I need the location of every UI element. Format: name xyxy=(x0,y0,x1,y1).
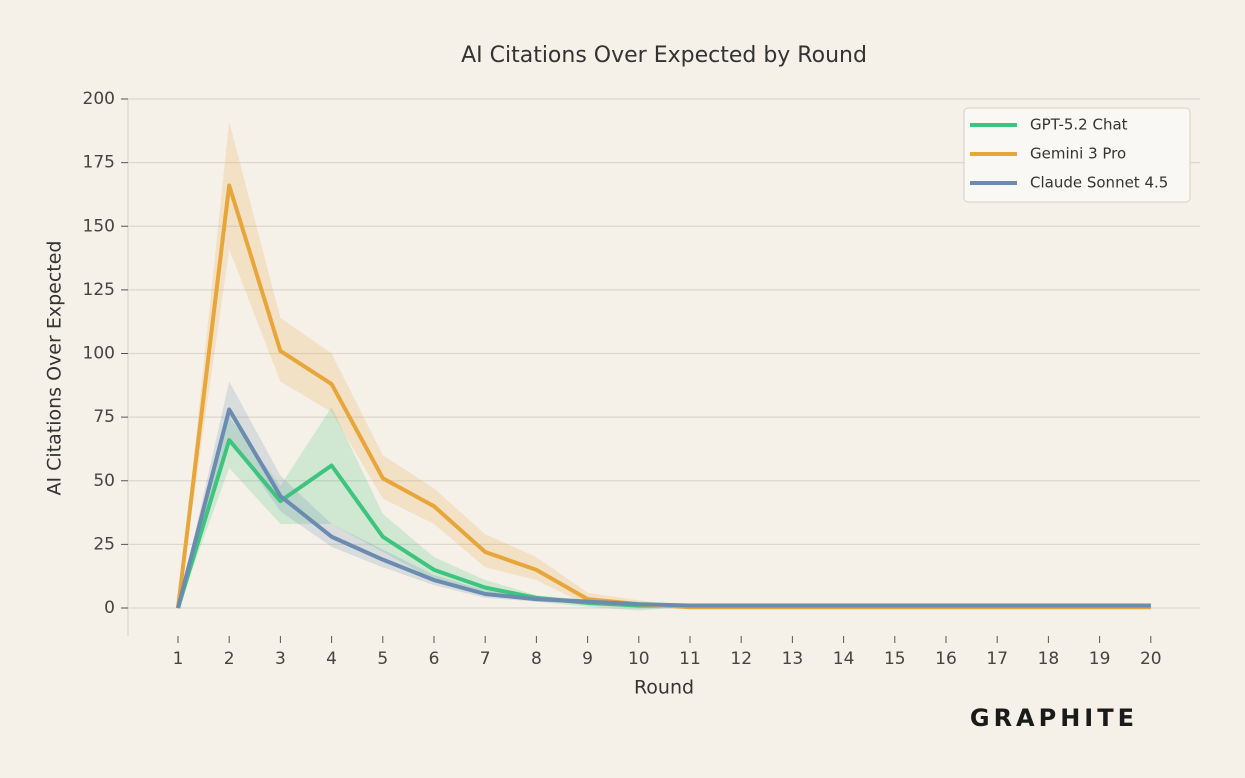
x-tick-label: 12 xyxy=(730,649,752,669)
x-tick-label: 18 xyxy=(1038,649,1060,669)
confidence-band xyxy=(331,524,383,568)
legend-box xyxy=(963,107,1191,203)
confidence-band xyxy=(331,353,383,499)
y-tick-label: 200 xyxy=(83,89,115,109)
x-tick-label: 15 xyxy=(884,649,906,669)
y-tick-label: 125 xyxy=(83,280,115,300)
legend: GPT-5.2 Chat Gemini 3 Pro Claude Sonnet 4.… xyxy=(963,107,1191,203)
confidence-band xyxy=(382,455,434,525)
x-tick-label: 13 xyxy=(782,649,804,669)
confidence-band xyxy=(280,317,332,413)
x-tick-label: 11 xyxy=(679,649,701,669)
legend-label: Claude Sonnet 4.5 xyxy=(1030,174,1168,192)
x-tick-label: 8 xyxy=(531,649,542,669)
confidence-band xyxy=(229,121,281,382)
confidence-band xyxy=(485,534,537,581)
y-tick-label: 100 xyxy=(83,344,115,364)
x-tick-label: 3 xyxy=(275,649,286,669)
x-tick-label: 10 xyxy=(628,649,650,669)
confidence-band xyxy=(434,557,486,596)
x-tick-label: 2 xyxy=(224,649,235,669)
x-tick-label: 7 xyxy=(480,649,491,669)
y-tick-label: 150 xyxy=(83,216,115,236)
y-axis-label: AI Citations Over Expected xyxy=(44,241,66,496)
x-tick-label: 9 xyxy=(582,649,593,669)
x-tick-label: 4 xyxy=(326,649,337,669)
x-tick-label: 20 xyxy=(1140,649,1162,669)
x-axis-label: Round xyxy=(634,677,694,699)
y-tick-label: 75 xyxy=(93,407,115,427)
x-tick-label: 1 xyxy=(173,649,184,669)
x-tick-label: 5 xyxy=(377,649,388,669)
y-tick-label: 0 xyxy=(104,598,115,618)
x-tick-label: 14 xyxy=(833,649,855,669)
y-tick-label: 175 xyxy=(83,153,115,173)
x-tick-label: 19 xyxy=(1089,649,1111,669)
x-tick-label: 17 xyxy=(986,649,1008,669)
x-tick-label: 6 xyxy=(429,649,440,669)
legend-label: Gemini 3 Pro xyxy=(1030,145,1126,163)
legend-label: GPT-5.2 Chat xyxy=(1030,116,1128,134)
confidence-band xyxy=(280,406,332,525)
series-line xyxy=(176,407,1151,609)
brand-logo: GRAPHITE xyxy=(970,704,1138,732)
x-tick-label: 16 xyxy=(935,649,957,669)
confidence-band xyxy=(229,381,281,512)
y-tick-label: 25 xyxy=(93,534,115,554)
y-tick-label: 50 xyxy=(93,471,115,491)
chart-title: AI Citations Over Expected by Round xyxy=(461,43,867,68)
